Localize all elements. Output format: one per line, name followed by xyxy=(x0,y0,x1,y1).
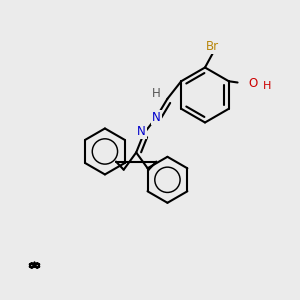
Text: Br: Br xyxy=(206,40,219,53)
Text: O: O xyxy=(249,77,258,90)
Text: N: N xyxy=(137,125,146,138)
Text: N: N xyxy=(152,111,161,124)
Text: H: H xyxy=(152,87,161,100)
Text: H: H xyxy=(262,81,271,91)
